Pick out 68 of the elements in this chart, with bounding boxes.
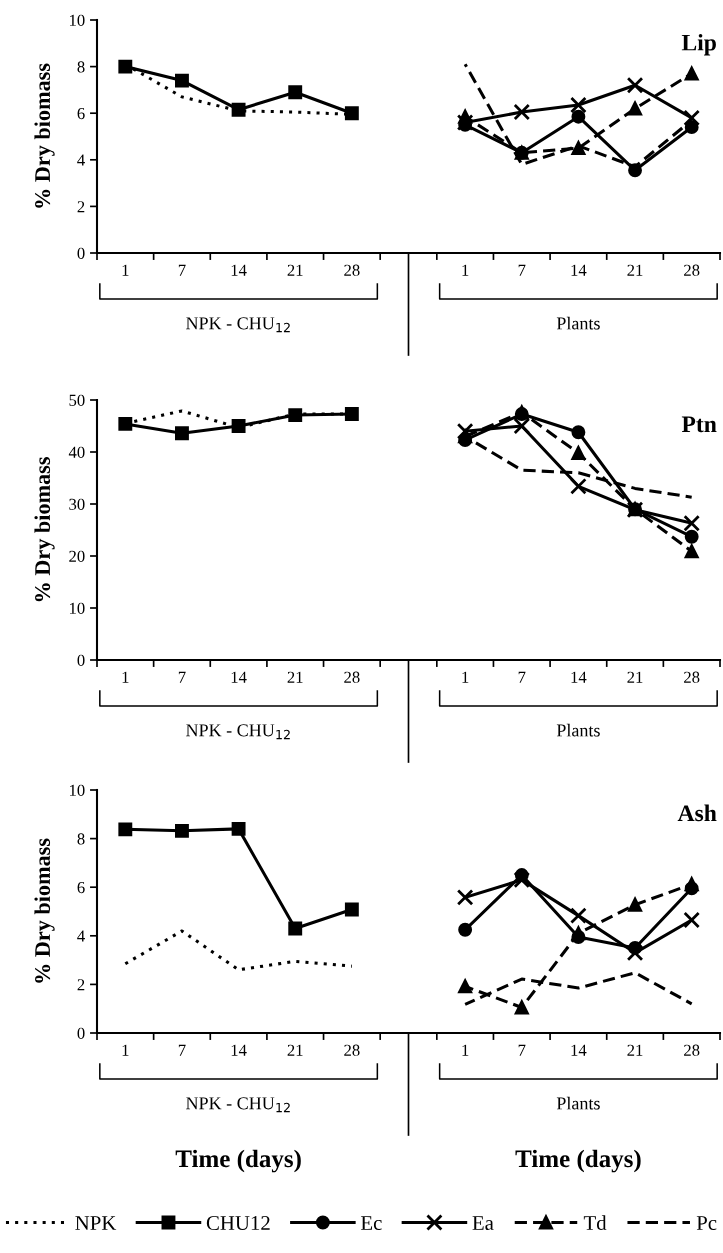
- x-tick-label: 7: [518, 671, 526, 683]
- y-axis-title: % Dry biomass: [34, 457, 55, 602]
- y-tick-label: 6: [77, 107, 85, 120]
- y-axis-title: % Dry biomass: [34, 838, 55, 983]
- y-tick-label: 6: [77, 881, 85, 894]
- y-tick-label: 30: [69, 498, 85, 510]
- legend-label: Pc: [696, 1216, 717, 1231]
- y-tick-label: 40: [68, 446, 85, 458]
- text: Time (days): [515, 1149, 641, 1173]
- x-tick-label: 14: [571, 1044, 587, 1056]
- x-tick-label: 1: [462, 671, 469, 683]
- y-axis-title: % Dry biomass: [34, 63, 55, 208]
- text: NPK - CHU$_{12}$: [186, 1097, 290, 1113]
- y-tick-label: 8: [77, 833, 85, 845]
- x-tick-label: 28: [684, 671, 700, 683]
- x-tick-label: 7: [178, 264, 186, 276]
- chart-title: Ash: [677, 804, 717, 822]
- x-tick-label: 1: [122, 1044, 129, 1056]
- y-tick-label: 10: [69, 784, 85, 796]
- legend-label: Ea: [472, 1216, 494, 1231]
- legend-label: NPK: [75, 1216, 117, 1230]
- x-tick-label: 28: [684, 264, 700, 276]
- x-tick-label: 21: [627, 1044, 643, 1056]
- x-tick-label: 14: [231, 1044, 247, 1056]
- x-axis-title: Time (days): [175, 1149, 301, 1173]
- y-tick-label: 10: [69, 602, 85, 614]
- x-tick-label: 7: [518, 1044, 526, 1056]
- x-tick-label: 21: [287, 671, 303, 683]
- legend-label: Ec: [360, 1216, 382, 1231]
- text: Lip: [681, 33, 716, 56]
- x-tick-label: 7: [518, 264, 526, 276]
- y-tick-label: 0: [77, 654, 85, 666]
- x-tick-label: 14: [231, 264, 247, 276]
- y-tick-label: 0: [77, 1027, 85, 1039]
- x-tick-label: 14: [571, 671, 587, 683]
- x-tick-label: 28: [684, 1044, 700, 1056]
- x-tick-label: 1: [122, 671, 129, 683]
- text: Plants: [556, 1096, 600, 1110]
- x-tick-label: 21: [627, 264, 643, 276]
- y-tick-label: 4: [77, 154, 85, 166]
- x-tick-label: 21: [287, 1044, 303, 1056]
- legend-label: CHU12: [206, 1216, 270, 1231]
- x-tick-label: 14: [231, 671, 247, 683]
- text: Plants: [556, 316, 600, 330]
- text: NPK - CHU$_{12}$: [186, 317, 290, 333]
- x-tick-label: 7: [178, 671, 186, 683]
- text: NPK - CHU$_{12}$: [186, 724, 290, 740]
- x-tick-label: 21: [287, 264, 303, 276]
- x-tick-label: 1: [122, 264, 129, 276]
- y-tick-label: 4: [77, 930, 85, 942]
- x-tick-label: 28: [344, 1044, 360, 1056]
- y-tick-label: 0: [77, 247, 85, 259]
- text: Plants: [556, 723, 600, 737]
- y-tick-label: 50: [69, 394, 85, 406]
- x-tick-label: 28: [344, 264, 360, 276]
- x-tick-label: 21: [627, 671, 643, 683]
- y-tick-label: 2: [77, 201, 85, 213]
- y-tick-label: 10: [69, 14, 85, 26]
- y-tick-label: 20: [69, 550, 85, 562]
- x-tick-label: 14: [571, 264, 587, 276]
- y-tick-label: 8: [77, 61, 85, 73]
- legend-label: Td: [583, 1215, 607, 1231]
- x-tick-label: 7: [178, 1044, 186, 1056]
- x-tick-label: 28: [344, 671, 360, 683]
- x-tick-label: 1: [462, 264, 469, 276]
- x-tick-label: 1: [462, 1044, 469, 1056]
- text: Ptn: [681, 416, 717, 433]
- y-tick-label: 2: [77, 979, 85, 991]
